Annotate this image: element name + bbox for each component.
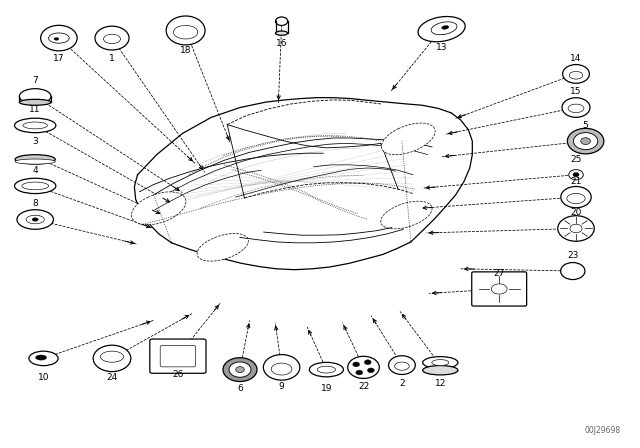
Ellipse shape	[173, 26, 198, 39]
Ellipse shape	[442, 26, 449, 29]
Ellipse shape	[563, 65, 589, 83]
Ellipse shape	[41, 25, 77, 51]
Ellipse shape	[236, 366, 244, 373]
Text: 25: 25	[570, 155, 582, 164]
Ellipse shape	[573, 172, 579, 177]
Ellipse shape	[561, 186, 591, 208]
Ellipse shape	[93, 345, 131, 371]
Ellipse shape	[36, 355, 47, 360]
Ellipse shape	[364, 360, 371, 365]
Text: 10: 10	[38, 373, 49, 382]
Ellipse shape	[580, 138, 591, 145]
Ellipse shape	[573, 133, 598, 150]
Ellipse shape	[26, 215, 44, 224]
Text: 7: 7	[33, 76, 38, 85]
Ellipse shape	[558, 216, 595, 241]
Ellipse shape	[100, 351, 124, 362]
FancyBboxPatch shape	[472, 272, 527, 306]
Ellipse shape	[432, 360, 449, 366]
Text: 8: 8	[33, 199, 38, 208]
Ellipse shape	[568, 128, 604, 154]
Ellipse shape	[229, 362, 251, 377]
Ellipse shape	[353, 362, 360, 367]
Ellipse shape	[568, 104, 584, 112]
Text: 00J29698: 00J29698	[585, 426, 621, 435]
Ellipse shape	[271, 363, 292, 375]
Ellipse shape	[19, 99, 51, 105]
Text: 1: 1	[109, 54, 115, 63]
Ellipse shape	[23, 122, 47, 129]
Text: 23: 23	[567, 251, 579, 260]
Text: 4: 4	[33, 166, 38, 175]
Ellipse shape	[317, 366, 335, 373]
Ellipse shape	[570, 224, 582, 233]
Ellipse shape	[388, 356, 415, 375]
Ellipse shape	[309, 362, 344, 377]
Text: 20: 20	[570, 208, 582, 217]
Text: 2: 2	[399, 379, 404, 388]
Text: 6: 6	[237, 384, 243, 393]
Text: 21: 21	[570, 177, 582, 186]
Ellipse shape	[15, 118, 56, 133]
Ellipse shape	[276, 31, 288, 35]
Ellipse shape	[49, 33, 69, 43]
Text: 11: 11	[29, 105, 41, 114]
Text: 17: 17	[53, 54, 65, 63]
Ellipse shape	[104, 34, 120, 43]
Ellipse shape	[562, 98, 590, 117]
Ellipse shape	[422, 366, 458, 375]
Text: 12: 12	[435, 379, 446, 388]
Ellipse shape	[264, 354, 300, 380]
Ellipse shape	[223, 358, 257, 382]
Ellipse shape	[131, 192, 186, 225]
Ellipse shape	[356, 370, 363, 375]
Ellipse shape	[54, 38, 59, 40]
Ellipse shape	[95, 26, 129, 50]
Text: 27: 27	[493, 269, 505, 278]
Text: 14: 14	[570, 54, 582, 63]
Text: 18: 18	[180, 46, 191, 55]
Text: 16: 16	[276, 39, 287, 48]
Ellipse shape	[15, 178, 56, 194]
Ellipse shape	[15, 155, 55, 164]
Text: 15: 15	[570, 87, 582, 96]
Ellipse shape	[570, 71, 582, 79]
Ellipse shape	[422, 357, 458, 369]
Ellipse shape	[367, 368, 374, 373]
Ellipse shape	[492, 284, 507, 294]
Ellipse shape	[15, 159, 55, 164]
Text: 19: 19	[321, 384, 332, 393]
Ellipse shape	[569, 170, 583, 180]
Text: 24: 24	[106, 373, 118, 382]
Ellipse shape	[32, 218, 38, 221]
FancyBboxPatch shape	[150, 339, 206, 373]
Ellipse shape	[197, 233, 248, 261]
Ellipse shape	[418, 17, 465, 42]
Ellipse shape	[276, 17, 288, 26]
Text: 26: 26	[172, 370, 184, 379]
Text: 3: 3	[33, 137, 38, 146]
Text: 13: 13	[436, 43, 447, 52]
Ellipse shape	[431, 22, 457, 34]
Text: 22: 22	[358, 382, 369, 391]
Ellipse shape	[22, 182, 49, 190]
Ellipse shape	[561, 263, 585, 280]
Ellipse shape	[567, 194, 585, 203]
Text: 9: 9	[279, 382, 284, 391]
Text: 5: 5	[583, 121, 588, 130]
Ellipse shape	[19, 89, 51, 104]
Ellipse shape	[166, 16, 205, 45]
Ellipse shape	[29, 351, 58, 366]
Ellipse shape	[381, 201, 432, 229]
Ellipse shape	[395, 362, 409, 370]
Ellipse shape	[17, 210, 54, 229]
Ellipse shape	[348, 356, 380, 379]
Ellipse shape	[381, 123, 435, 155]
